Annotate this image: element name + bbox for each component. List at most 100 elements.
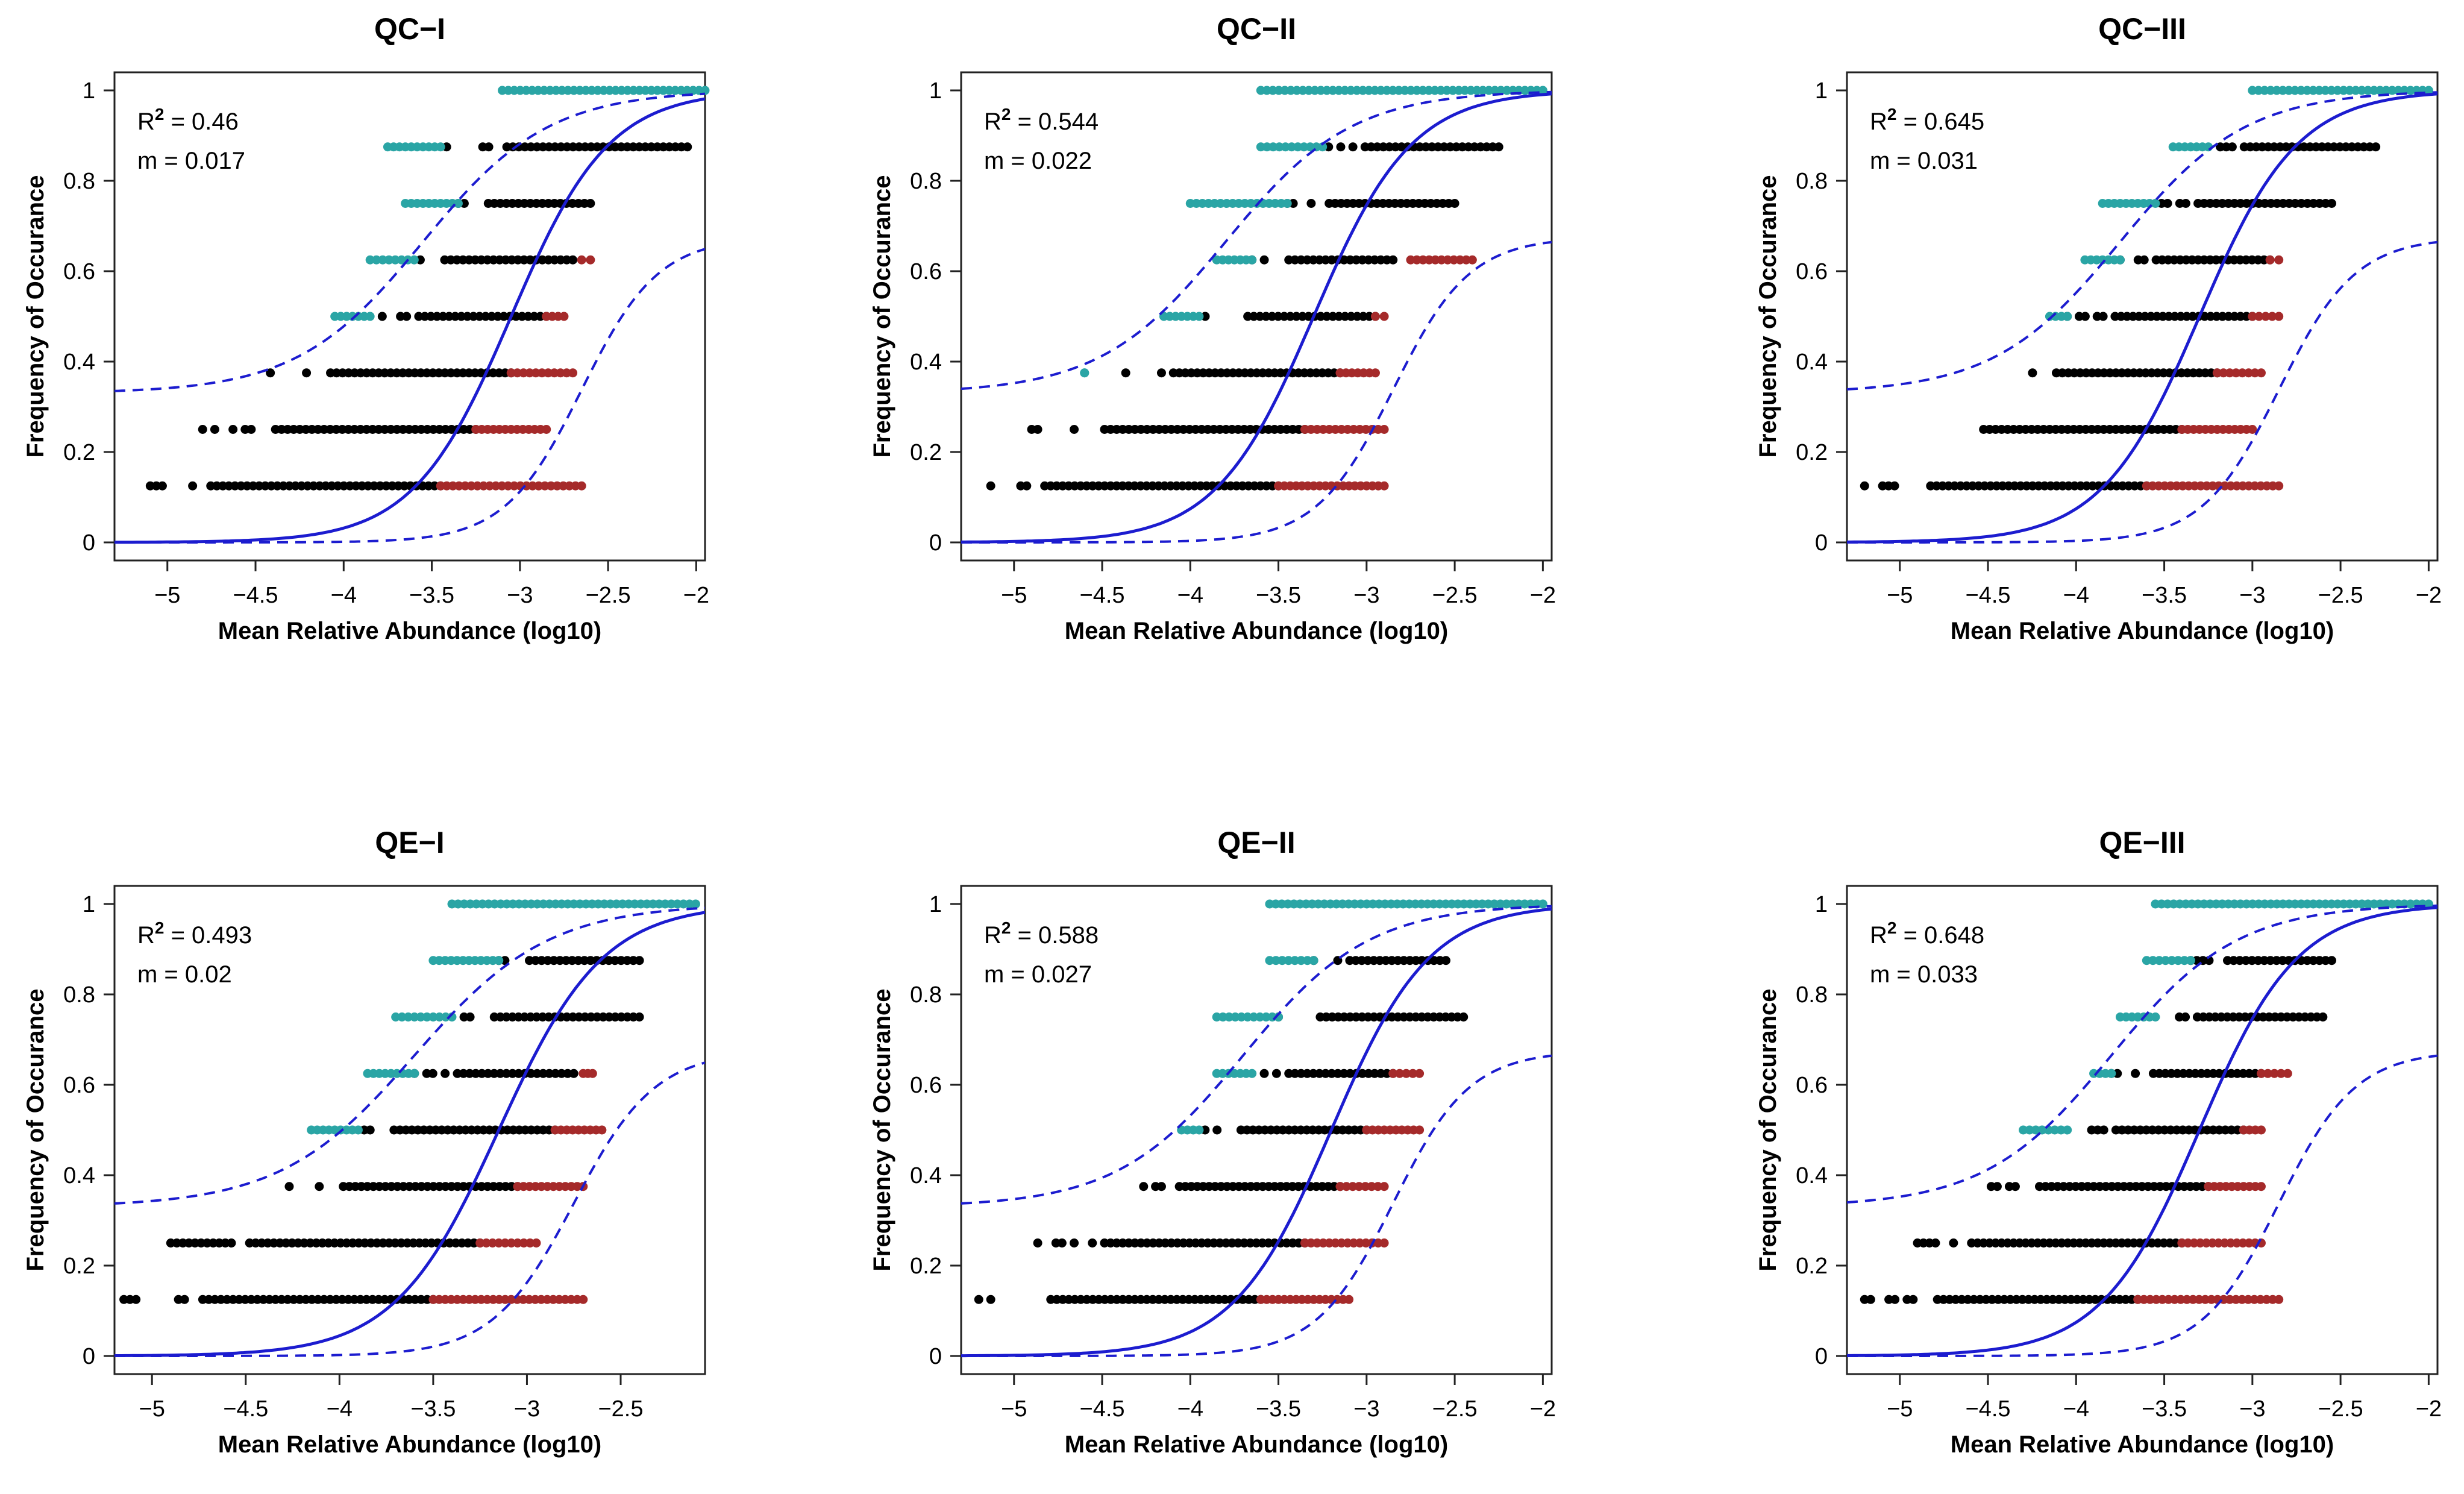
neutral-point — [2028, 368, 2037, 378]
y-axis-label: Frequency of Occurance — [22, 175, 49, 457]
below-point — [577, 255, 586, 265]
x-tick-label: −2.5 — [1432, 1396, 1478, 1422]
chart-title: QC−I — [374, 12, 445, 46]
neutral-point — [1259, 255, 1269, 265]
below-point — [481, 1238, 491, 1248]
below-point — [2250, 368, 2260, 378]
y-tick-label: 0.8 — [910, 982, 942, 1008]
x-tick-label: −2 — [2416, 583, 2442, 608]
neutral-point — [1088, 1238, 1097, 1248]
r-squared-value: = 0.46 — [164, 108, 238, 135]
below-point — [2237, 368, 2247, 378]
above-point — [416, 1012, 425, 1022]
above-point — [1309, 956, 1318, 965]
above-point — [1284, 956, 1293, 965]
below-point — [1373, 1182, 1383, 1191]
neutral-point — [2099, 1125, 2108, 1135]
lower-ci-curve — [114, 1061, 705, 1357]
neutral-point — [2327, 199, 2336, 208]
below-point — [597, 1125, 607, 1135]
below-point — [1348, 1182, 1358, 1191]
neutral-point — [2098, 312, 2108, 321]
neutral-point — [1057, 1238, 1067, 1248]
fit-lines — [114, 92, 705, 544]
y-tick-label: 0.2 — [910, 440, 942, 465]
below-point — [588, 1069, 597, 1078]
y-tick-label: 0.8 — [910, 169, 942, 194]
neutral-point — [986, 1295, 995, 1304]
neutral-point — [2371, 142, 2381, 152]
plot-frame — [113, 71, 706, 562]
above-point — [1277, 956, 1287, 965]
chart-title: QE−III — [2099, 826, 2185, 859]
above-point — [365, 312, 375, 321]
below-point — [2274, 255, 2284, 265]
below-point — [1354, 1182, 1364, 1191]
neutral-point — [1336, 142, 1346, 152]
neutral-point — [586, 199, 595, 208]
above-point — [353, 1125, 363, 1135]
x-tick-label: −3.5 — [410, 1396, 456, 1422]
x-tick-label: −4 — [2063, 583, 2089, 608]
above-point — [1318, 142, 1328, 152]
lower-ci-curve — [1847, 1054, 2437, 1357]
x-tick-label: −5 — [1887, 583, 1913, 608]
below-point — [2256, 1125, 2266, 1135]
below-point — [1379, 1182, 1389, 1191]
above-point — [422, 1012, 432, 1022]
lower-ci-curve — [961, 1054, 1552, 1357]
below-point — [2274, 1295, 2284, 1304]
chart-panel-3: QC−III −5 −4.5 −4 −3.5 −3 −2.5 −2 0 0.2 0.4 0.6 0.8 1… — [1755, 12, 2442, 644]
r-squared-symbol: R — [137, 922, 155, 949]
r-squared-value: = 0.493 — [164, 922, 252, 949]
y-tick-label: 0.6 — [63, 259, 95, 284]
r-squared-value: = 0.645 — [1896, 108, 1984, 135]
x-tick-label: −4.5 — [1080, 1396, 1125, 1422]
above-point — [1080, 368, 1089, 378]
below-point — [1395, 1069, 1405, 1078]
neutral-point — [1459, 1012, 1469, 1022]
above-point — [1274, 1012, 1284, 1022]
x-tick-label: −5 — [1887, 1396, 1913, 1422]
above-point — [2056, 1125, 2066, 1135]
below-point — [1379, 1238, 1389, 1248]
above-point — [2424, 86, 2433, 95]
below-point — [2256, 1182, 2266, 1191]
points-layer — [986, 86, 1547, 491]
neutral-point — [1450, 199, 1459, 208]
below-point — [2212, 368, 2222, 378]
y-axis-label: Frequency of Occurance — [1755, 988, 1781, 1271]
neutral-point — [1139, 1182, 1149, 1191]
above-point — [2063, 312, 2072, 321]
neutral-point — [246, 425, 256, 434]
r-squared-label: R2 = 0.645 — [1870, 105, 1984, 135]
r-squared-value: = 0.544 — [1011, 108, 1099, 135]
chart-title: QE−I — [375, 826, 444, 859]
y-axis-label: Frequency of Occurance — [869, 988, 895, 1271]
below-point — [2225, 368, 2234, 378]
neutral-point — [2139, 255, 2149, 265]
migration-rate-label: m = 0.022 — [984, 148, 1092, 174]
upper-ci-curve — [1847, 91, 2437, 391]
plot-frame — [1846, 885, 2439, 1375]
y-tick-label: 0.2 — [63, 440, 95, 465]
y-axis-label: Frequency of Occurance — [1755, 175, 1781, 457]
x-axis-label: Mean Relative Abundance (log10) — [1065, 1431, 1448, 1458]
above-point — [2107, 1069, 2116, 1078]
neutral-point — [1866, 1295, 1875, 1304]
below-point — [513, 1238, 522, 1248]
r-squared-superscript: 2 — [155, 918, 165, 937]
neutral-point — [1271, 1069, 1281, 1078]
below-point — [525, 1238, 535, 1248]
x-tick-label: −4 — [331, 583, 357, 608]
neutral-point — [284, 1182, 294, 1191]
above-point — [403, 1012, 413, 1022]
y-tick-label: 1 — [929, 78, 942, 104]
r-squared-label: R2 = 0.544 — [984, 105, 1099, 135]
x-tick-label: −3.5 — [409, 583, 454, 608]
y-tick-label: 1 — [1815, 892, 1828, 917]
x-tick-label: −3 — [507, 583, 533, 608]
above-point — [409, 255, 419, 265]
y-tick-label: 1 — [1815, 78, 1828, 104]
neutral-point — [2204, 956, 2214, 965]
